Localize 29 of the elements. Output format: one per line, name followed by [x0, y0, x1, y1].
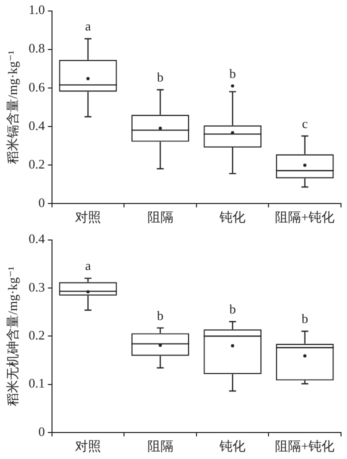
x-tick-label: 阻隔+钝化 — [275, 210, 335, 225]
annotation: b — [229, 66, 236, 81]
x-tick-label: 阻隔 — [147, 438, 174, 454]
y-tick-label: 0 — [38, 194, 45, 210]
annotation: c — [302, 116, 308, 131]
y-tick-label: 0 — [38, 424, 45, 439]
y-tick-label: 0.1 — [28, 376, 45, 391]
x-tick-label: 阻隔+钝化 — [275, 438, 335, 454]
x-tick-label: 对照 — [74, 438, 101, 454]
y-tick-label: 0.6 — [28, 79, 46, 94]
annotation: b — [157, 308, 164, 323]
y-axis-title: 稻米镉含量/mg·kg⁻¹ — [5, 50, 20, 164]
y-tick-label: 1.0 — [28, 2, 45, 18]
y-tick-label: 0.2 — [28, 156, 45, 172]
y-tick-label: 0.3 — [28, 279, 45, 294]
annotation: b — [157, 70, 164, 85]
y-axis-title: 稻米无机砷含量/mg·kg⁻¹ — [5, 266, 20, 406]
x-tick-label: 阻隔 — [147, 210, 174, 225]
annotation: b — [302, 311, 308, 326]
y-tick-label: 0.4 — [28, 231, 46, 246]
x-tick-label: 对照 — [74, 210, 101, 225]
annotation: b — [229, 302, 236, 317]
x-tick-label: 钝化 — [218, 210, 246, 225]
annotation: a — [85, 258, 92, 274]
x-tick-label: 钝化 — [218, 438, 246, 454]
y-tick-label: 0.2 — [28, 328, 45, 343]
y-tick-label: 0.8 — [28, 40, 45, 56]
y-tick-label: 0.4 — [28, 118, 46, 133]
annotation: a — [85, 18, 92, 34]
